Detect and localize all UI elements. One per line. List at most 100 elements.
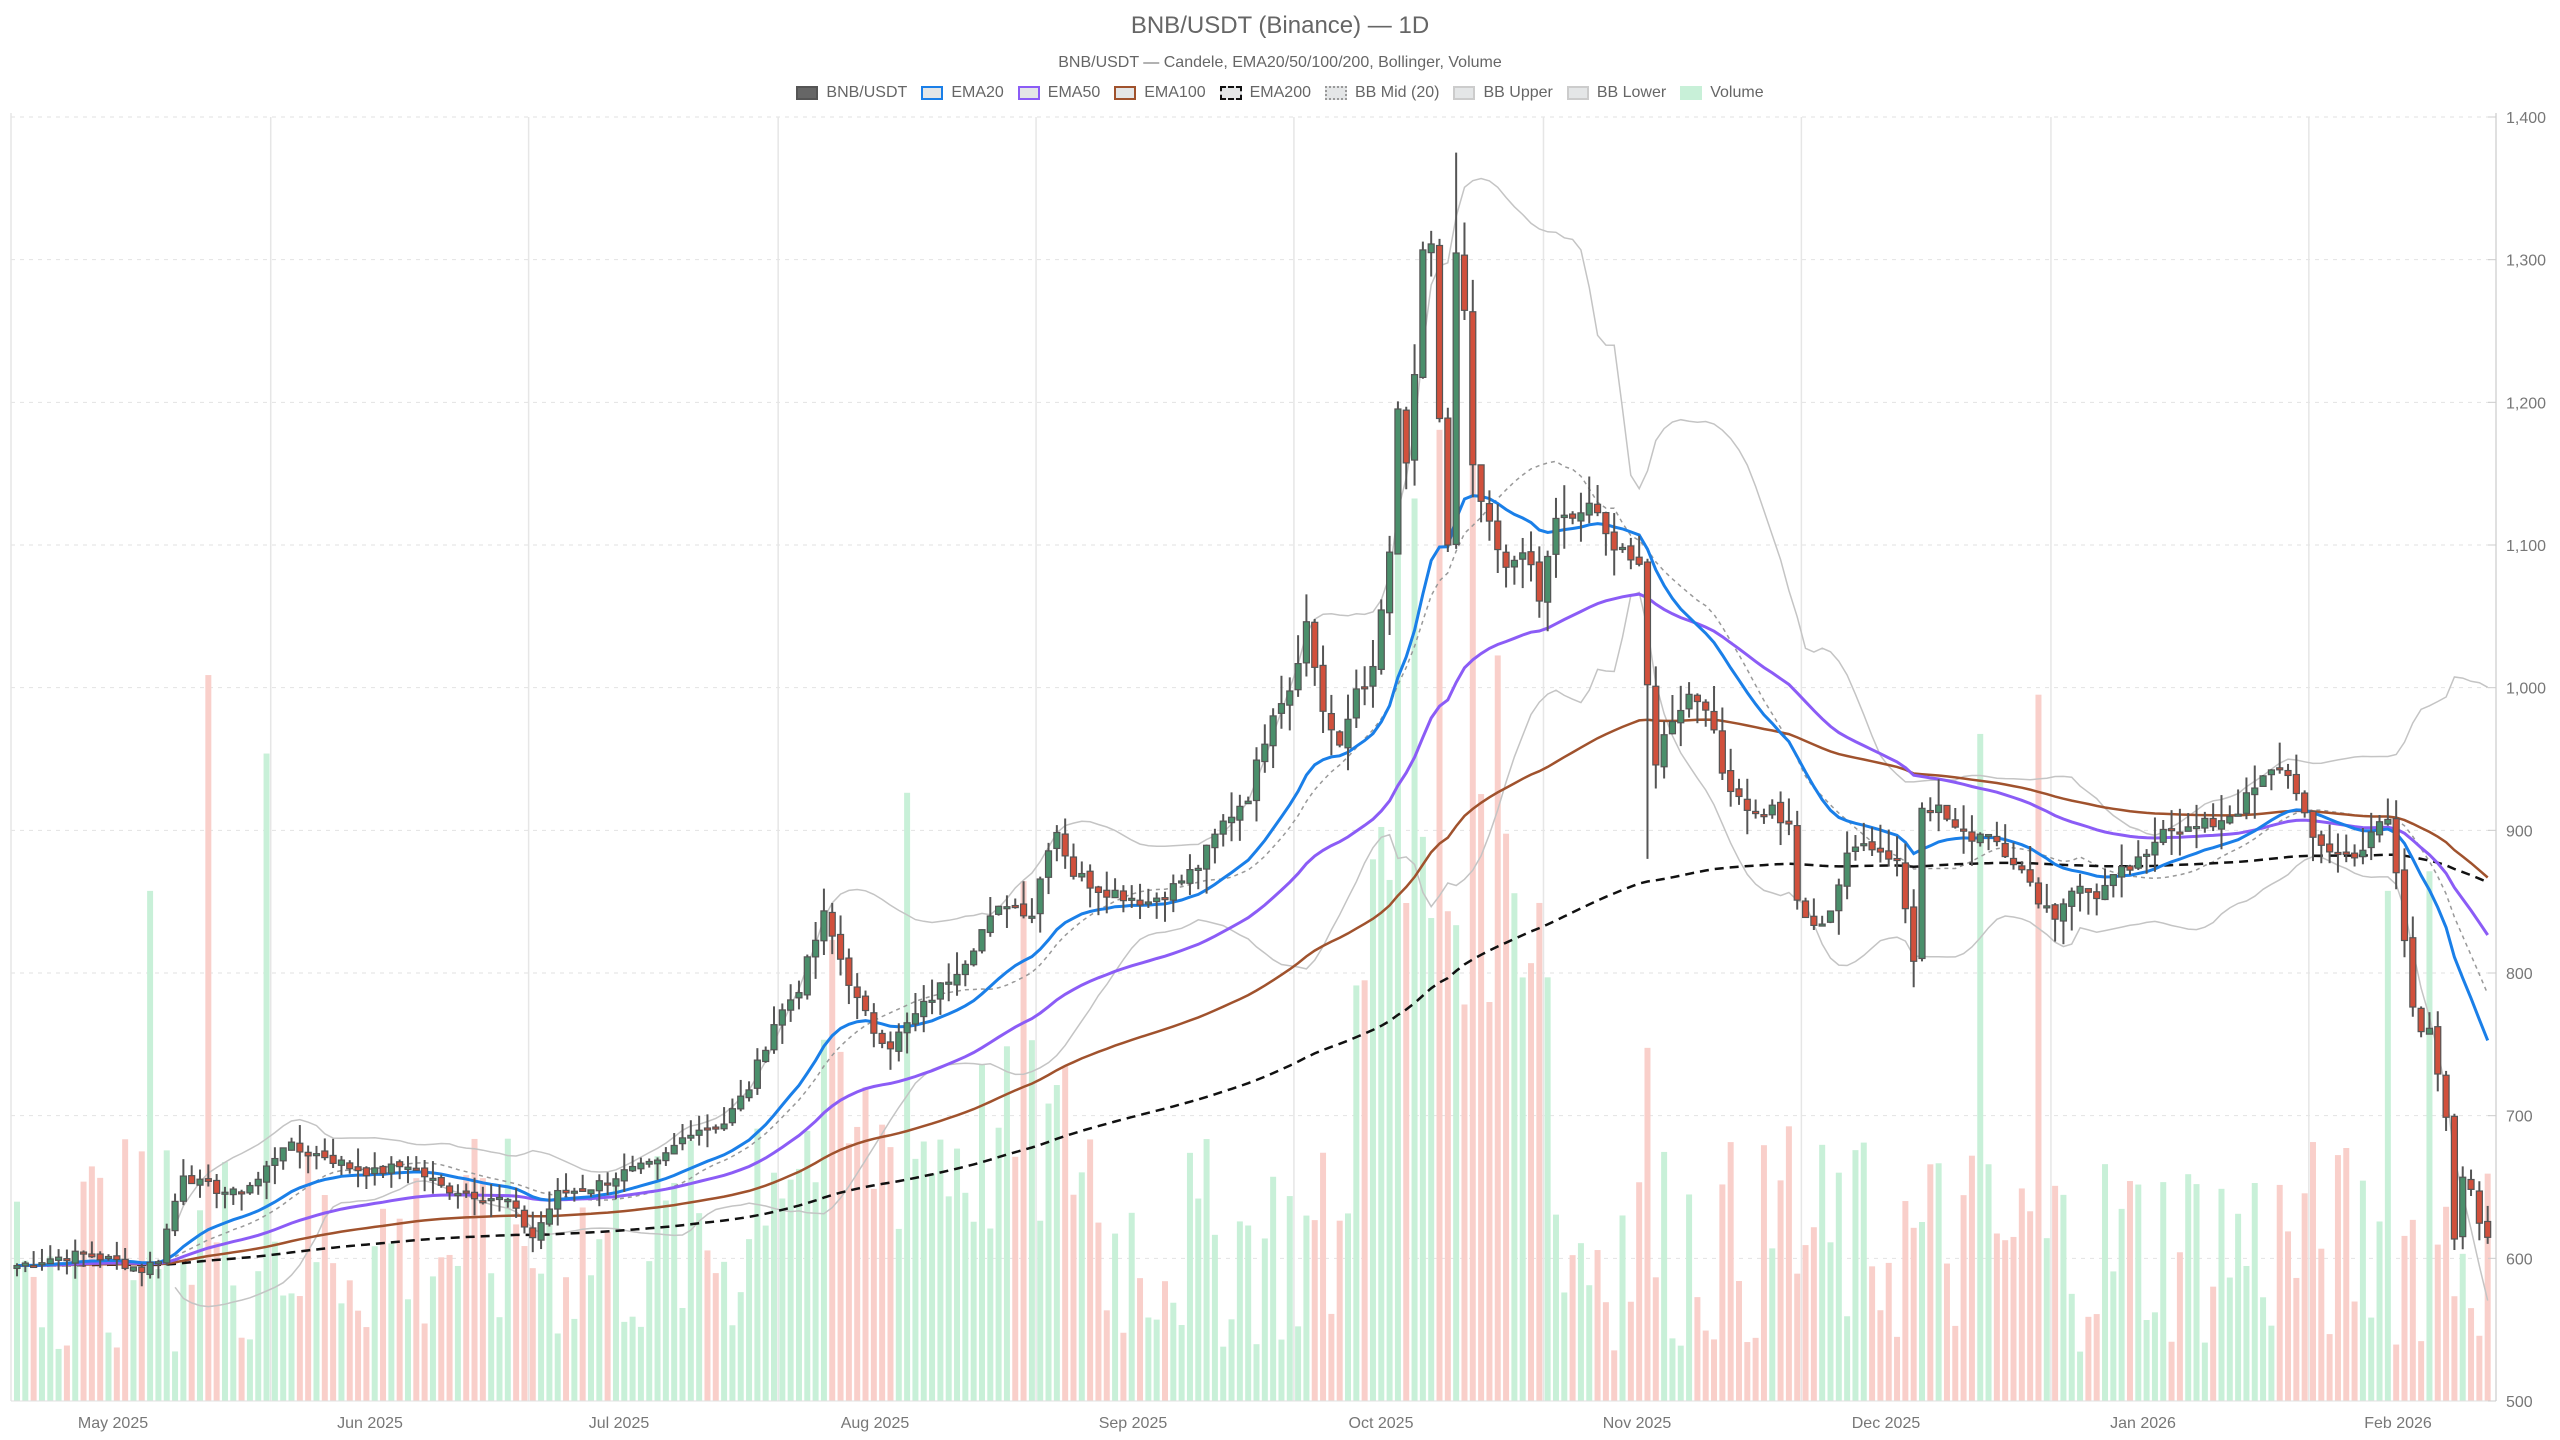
candle — [2159, 819, 2167, 846]
candle — [1535, 546, 1543, 618]
candle — [620, 1153, 628, 1192]
volume-bar — [355, 1310, 362, 1401]
volume-bar — [438, 1257, 445, 1401]
candle — [2425, 1012, 2434, 1035]
candle — [2359, 828, 2367, 865]
x-tick-label: Oct 2025 — [1349, 1415, 1414, 1432]
candle — [1136, 883, 1144, 919]
volume-bar — [2168, 1341, 2175, 1401]
candle — [1103, 871, 1111, 914]
candle — [1144, 888, 1152, 908]
volume-bar — [1020, 881, 1027, 1401]
candle — [895, 1023, 903, 1062]
volume-bar — [1311, 1220, 1318, 1401]
volume-bar — [2210, 1286, 2217, 1401]
candle — [853, 973, 861, 1020]
candle — [579, 1174, 587, 1192]
volume-bar — [1993, 1233, 2000, 1401]
volume-bar — [2393, 1344, 2400, 1401]
candle — [1494, 504, 1502, 573]
candle — [1893, 836, 1901, 877]
candle — [1968, 815, 1976, 866]
volume-bar — [1012, 1156, 1019, 1401]
legend-item-ema100[interactable]: EMA100 — [1114, 84, 1206, 102]
volume-bar — [421, 1323, 428, 1401]
candle — [1510, 555, 1518, 585]
y-tick-label: 800 — [2506, 966, 2533, 983]
volume-bar — [2459, 1253, 2466, 1401]
volume-bar — [2235, 1213, 2242, 1401]
candle — [1735, 778, 1743, 805]
candle — [1652, 666, 1660, 789]
volume-bar — [978, 1064, 985, 1401]
volume-bar — [371, 1246, 378, 1401]
volume-bar — [2068, 1293, 2075, 1401]
volume-bar — [1528, 963, 1535, 1401]
candle — [13, 1263, 21, 1277]
volume-bar — [1211, 1234, 1218, 1401]
volume-bar — [1902, 1201, 1909, 1401]
legend-item-bb-mid[interactable]: BB Mid (20) — [1325, 84, 1439, 102]
x-tick-label: May 2025 — [78, 1415, 148, 1432]
candle — [1427, 230, 1435, 277]
volume-bar — [1577, 1243, 1584, 1401]
volume-bar — [2052, 1185, 2059, 1401]
volume-bar — [2326, 1334, 2333, 1401]
volume-bar — [2476, 1335, 2483, 1401]
volume-bar — [1295, 1326, 1302, 1401]
candle — [1169, 874, 1177, 913]
candle — [1910, 889, 1918, 988]
volume-bar — [213, 1242, 220, 1401]
volume-bar — [155, 1269, 162, 1401]
volume-bar — [1711, 1339, 1718, 1401]
legend-item-bb-lower[interactable]: BB Lower — [1566, 84, 1666, 102]
candle — [429, 1161, 437, 1194]
candle — [604, 1172, 612, 1196]
candle — [1826, 910, 1835, 924]
volume-bar — [588, 1275, 594, 1401]
volume-bar — [180, 1261, 187, 1401]
candle — [1352, 669, 1360, 728]
legend-item-ema20[interactable]: EMA20 — [921, 84, 1004, 102]
volume-bar — [413, 1178, 420, 1401]
legend-item-bb-upper[interactable]: BB Upper — [1453, 84, 1553, 102]
candle — [2417, 1006, 2425, 1038]
candle — [678, 1124, 687, 1151]
candle — [171, 1193, 179, 1237]
volume-bar — [1810, 1227, 1817, 1401]
candle — [703, 1114, 712, 1148]
candle — [2309, 810, 2317, 862]
y-tick-label: 1,400 — [2506, 110, 2546, 127]
volume-bar — [737, 1292, 744, 1401]
candle — [2084, 888, 2092, 915]
volume-bar — [1677, 1345, 1684, 1401]
candle — [1768, 799, 1776, 819]
candle — [2068, 887, 2076, 931]
volume-bar — [2118, 1208, 2125, 1401]
candle — [612, 1172, 620, 1200]
volume-bar — [1511, 893, 1518, 1401]
volume-bar — [1794, 1273, 1801, 1401]
candle — [204, 1164, 212, 1187]
volume-bar — [1112, 1233, 1119, 1401]
candle — [1885, 829, 1893, 867]
volume-bar — [2126, 1181, 2133, 1401]
legend-item-volume[interactable]: Volume — [1680, 84, 1764, 102]
legend-item-bnbusdt[interactable]: BNB/USDT — [796, 84, 907, 102]
volume-bar — [1220, 1346, 1227, 1401]
volume-bar — [820, 1039, 827, 1401]
volume-bar — [513, 1224, 520, 1401]
candle — [1044, 842, 1053, 895]
candle — [2450, 1113, 2459, 1251]
candle — [728, 1098, 737, 1126]
legend-item-ema200[interactable]: EMA200 — [1219, 84, 1311, 102]
volume-bar — [920, 1141, 927, 1401]
candle — [2442, 1070, 2450, 1131]
candle — [537, 1211, 545, 1250]
legend-item-ema50[interactable]: EMA50 — [1017, 84, 1100, 102]
volume-bar — [2060, 1194, 2067, 1401]
volume-bar — [1444, 911, 1451, 1401]
candle — [2251, 765, 2259, 819]
volume-bar — [280, 1295, 287, 1401]
